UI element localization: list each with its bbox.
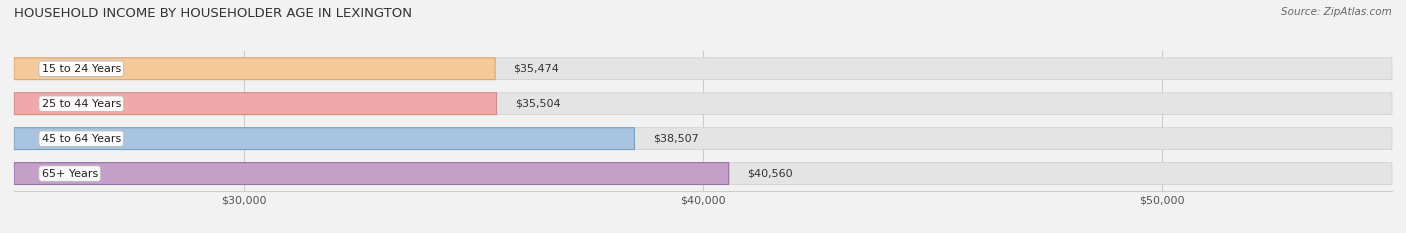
FancyBboxPatch shape [14,128,634,150]
Text: 45 to 64 Years: 45 to 64 Years [42,134,121,144]
Text: $35,474: $35,474 [513,64,560,74]
Text: 25 to 44 Years: 25 to 44 Years [42,99,121,109]
FancyBboxPatch shape [14,93,496,115]
Text: $40,560: $40,560 [747,169,793,178]
Text: HOUSEHOLD INCOME BY HOUSEHOLDER AGE IN LEXINGTON: HOUSEHOLD INCOME BY HOUSEHOLDER AGE IN L… [14,7,412,20]
FancyBboxPatch shape [14,58,495,80]
FancyBboxPatch shape [14,58,1392,80]
Text: 65+ Years: 65+ Years [42,169,98,178]
FancyBboxPatch shape [14,163,1392,185]
Text: $35,504: $35,504 [515,99,561,109]
Text: 15 to 24 Years: 15 to 24 Years [42,64,121,74]
Text: Source: ZipAtlas.com: Source: ZipAtlas.com [1281,7,1392,17]
FancyBboxPatch shape [14,163,728,185]
FancyBboxPatch shape [14,93,1392,115]
Text: $38,507: $38,507 [652,134,699,144]
FancyBboxPatch shape [14,128,1392,150]
